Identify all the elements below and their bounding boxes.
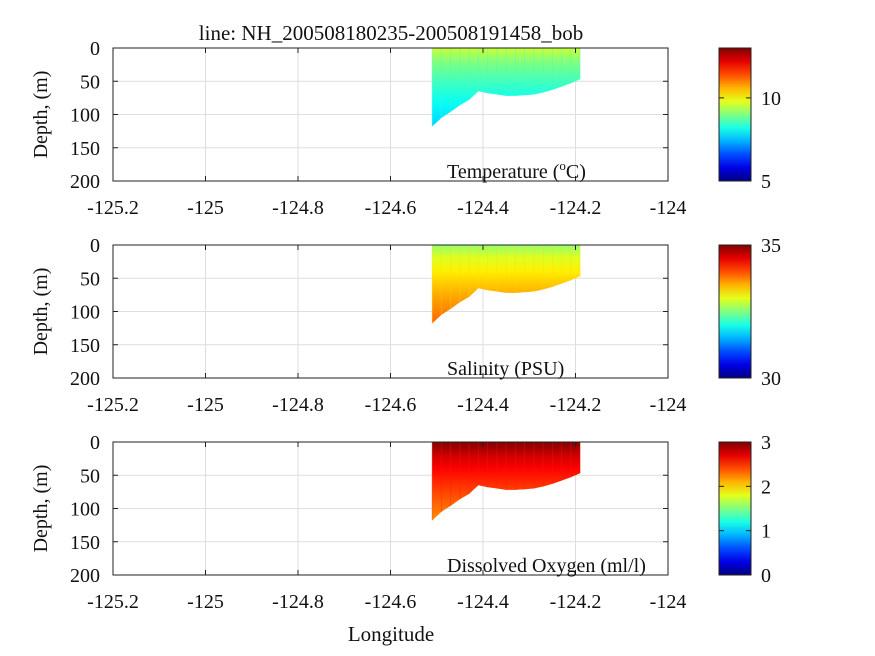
y-tick-label: 150 xyxy=(70,532,100,554)
x-tick-label: -124.6 xyxy=(365,197,417,219)
panel-annotation: Dissolved Oxygen (ml/l) xyxy=(447,555,646,577)
y-tick-label: 200 xyxy=(70,565,100,587)
x-tick-label: -124.4 xyxy=(457,394,509,416)
y-tick-label: 0 xyxy=(90,38,100,60)
colorbar-tick-label: 35 xyxy=(761,235,781,257)
figure-title: line: NH_200508180235-200508191458_bob xyxy=(199,21,583,45)
y-tick-label: 150 xyxy=(70,335,100,357)
x-tick-label: -124 xyxy=(650,197,687,219)
section-fill xyxy=(432,48,581,127)
x-tick-label: -124.2 xyxy=(550,394,602,416)
y-tick-label: 0 xyxy=(90,235,100,257)
y-tick-label: 100 xyxy=(70,302,100,324)
x-tick-label: -125.2 xyxy=(87,591,139,613)
x-tick-label: -124.4 xyxy=(457,591,509,613)
x-tick-label: -124.6 xyxy=(365,591,417,613)
y-tick-label: 50 xyxy=(80,465,100,487)
y-tick-label: 0 xyxy=(90,432,100,454)
panel-temperature: -125.2 -125 -124.8 -124.6 -124.4 -124.2 -124 0 5… xyxy=(30,38,781,219)
colorbar-tick-label: 2 xyxy=(761,476,771,498)
colorbar-tick-label: 5 xyxy=(761,171,771,193)
x-tick-label: -124 xyxy=(650,591,687,613)
x-tick-label: -124.4 xyxy=(457,197,509,219)
x-tick-label: -124.2 xyxy=(550,197,602,219)
y-tick-label: 200 xyxy=(70,171,100,193)
y-tick-label: 200 xyxy=(70,368,100,390)
colorbar xyxy=(718,441,752,576)
section-fill xyxy=(432,245,581,324)
colorbar-tick-label: 0 xyxy=(761,565,771,587)
panels: -125.2 -125 -124.8 -124.6 -124.4 -124.2 -124 0 5… xyxy=(30,38,781,613)
colorbar-tick-label: 3 xyxy=(761,432,771,454)
panel-annotation: Salinity (PSU) xyxy=(447,358,564,380)
annotation-text: Temperature ( xyxy=(447,161,560,183)
annotation-superscript: o xyxy=(559,158,566,173)
colorbar-tick-label: 30 xyxy=(761,368,781,390)
colorbar xyxy=(718,244,752,379)
x-axis-label: Longitude xyxy=(348,622,434,646)
annotation-unit: C) xyxy=(566,161,586,183)
panel-annotation: Temperature (oC) xyxy=(447,158,586,183)
y-tick-label: 50 xyxy=(80,268,100,290)
x-tick-label: -124.2 xyxy=(550,591,602,613)
colorbar-tick-label: 1 xyxy=(761,521,771,543)
y-tick-label: 100 xyxy=(70,499,100,521)
y-tick-label: 50 xyxy=(80,71,100,93)
y-axis-label: Depth, (m) xyxy=(30,268,52,356)
y-axis-label: Depth, (m) xyxy=(30,465,52,553)
section-fill xyxy=(432,442,581,521)
y-tick-label: 100 xyxy=(70,105,100,127)
x-tick-label: -124.8 xyxy=(272,197,324,219)
x-tick-label: -125.2 xyxy=(87,394,139,416)
colorbar xyxy=(718,47,752,182)
panel-dissolved_oxygen: -125.2 -125 -124.8 -124.6 -124.4 -124.2 -124 0 5… xyxy=(30,432,771,613)
y-tick-label: 150 xyxy=(70,138,100,160)
x-tick-label: -125 xyxy=(187,394,224,416)
panel-salinity: -125.2 -125 -124.8 -124.6 -124.4 -124.2 -124 0 5… xyxy=(30,235,781,416)
annotation-text: Dissolved Oxygen (ml/l) xyxy=(447,555,646,577)
x-tick-label: -125 xyxy=(187,197,224,219)
colorbar-tick-label: 10 xyxy=(761,88,781,110)
x-tick-label: -124.8 xyxy=(272,591,324,613)
y-axis-label: Depth, (m) xyxy=(30,71,52,159)
x-tick-label: -125 xyxy=(187,591,224,613)
x-tick-label: -124.6 xyxy=(365,394,417,416)
x-tick-label: -124 xyxy=(650,394,687,416)
x-tick-label: -124.8 xyxy=(272,394,324,416)
x-tick-label: -125.2 xyxy=(87,197,139,219)
annotation-text: Salinity (PSU) xyxy=(447,358,564,380)
